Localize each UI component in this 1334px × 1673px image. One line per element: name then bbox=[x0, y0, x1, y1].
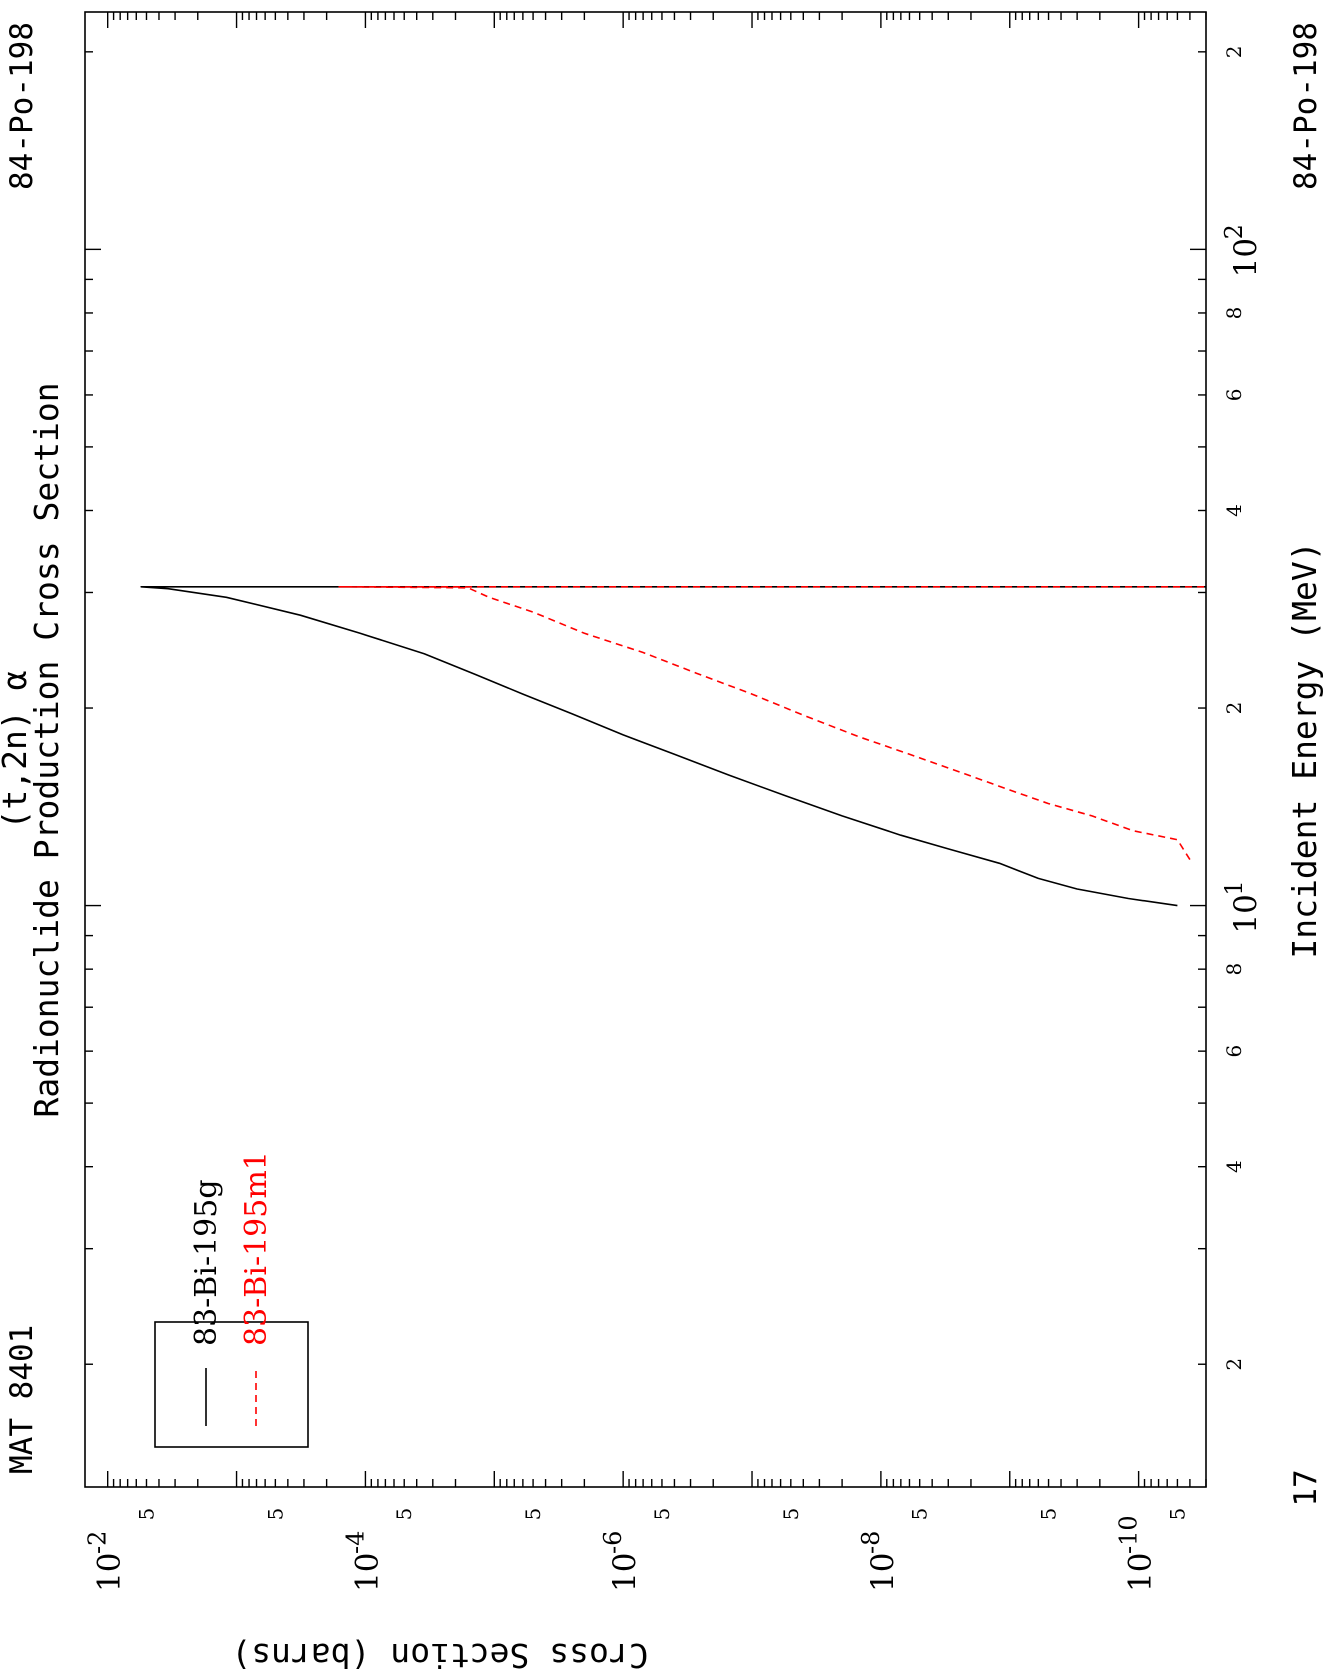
y-minor-label: 5 bbox=[134, 1508, 158, 1521]
tick-labels: 10110224682468210-210-410-610-810-105555… bbox=[84, 45, 1264, 1592]
x-axis-label: Incident Energy (MeV) bbox=[1285, 541, 1324, 958]
x-major-label-base: 10 bbox=[1228, 238, 1264, 277]
x-minor-label-group: 6 bbox=[1222, 1045, 1246, 1058]
y-minor-label-group: 5 bbox=[650, 1508, 674, 1521]
page-number: 17 bbox=[1288, 1469, 1324, 1506]
x-minor-label: 4 bbox=[1222, 504, 1246, 517]
target-bottom-group: 84-Po-198 bbox=[1288, 22, 1324, 190]
x-minor-label: 8 bbox=[1222, 307, 1246, 320]
y-minor-label: 5 bbox=[908, 1508, 932, 1521]
x-minor-label-group: 2 bbox=[1222, 1358, 1246, 1371]
y-minor-label-group: 5 bbox=[392, 1508, 416, 1521]
tick-marks bbox=[85, 12, 1207, 1487]
mat-label: MAT 8401 bbox=[4, 1325, 40, 1474]
xlabel-group: Incident Energy (MeV) bbox=[1285, 541, 1324, 958]
legend-label-group-1: 83-Bi-195m1 bbox=[239, 1151, 274, 1346]
y-major-label-base: 10 bbox=[865, 1553, 901, 1592]
series-layer bbox=[140, 585, 1206, 907]
x-minor-label: 6 bbox=[1222, 1045, 1246, 1058]
x-minor-label: 2 bbox=[1222, 45, 1246, 58]
x-major-label-base: 10 bbox=[1228, 894, 1264, 933]
legend-box bbox=[154, 1321, 309, 1448]
y-minor-label: 5 bbox=[263, 1508, 287, 1521]
x-minor-label: 8 bbox=[1222, 963, 1246, 976]
y-major-label-exp: -2 bbox=[84, 1531, 112, 1554]
series-line-0 bbox=[140, 585, 1206, 907]
x-major-label-1: 102 bbox=[1220, 224, 1264, 277]
target-label-bottom: 84-Po-198 bbox=[1288, 22, 1324, 190]
x-minor-label: 2 bbox=[1222, 702, 1246, 715]
subtitle-group: (t,2n) α bbox=[0, 671, 34, 830]
x-major-label-0: 101 bbox=[1220, 880, 1264, 933]
title-group: Radionuclide Production Cross Section bbox=[27, 382, 66, 1117]
x-minor-label-group: 6 bbox=[1222, 389, 1246, 402]
chart-subtitle: (t,2n) α bbox=[0, 671, 34, 830]
y-major-label-3: 10-8 bbox=[857, 1531, 901, 1592]
legend-label-group-0: 83-Bi-195g bbox=[189, 1179, 224, 1346]
y-major-label-1: 10-4 bbox=[341, 1531, 385, 1592]
target-label-top: 84-Po-198 bbox=[4, 22, 40, 190]
x-minor-label: 6 bbox=[1222, 389, 1246, 402]
y-major-label-exp: -6 bbox=[599, 1531, 627, 1554]
chart-title: Radionuclide Production Cross Section bbox=[27, 382, 66, 1117]
x-minor-label-group: 8 bbox=[1222, 963, 1246, 976]
y-minor-label-group: 5 bbox=[908, 1508, 932, 1521]
y-minor-label: 5 bbox=[779, 1508, 803, 1521]
y-minor-label-group: 5 bbox=[134, 1508, 158, 1521]
x-major-label-exp: 2 bbox=[1220, 224, 1248, 239]
y-minor-label: 5 bbox=[521, 1508, 545, 1521]
x-major-label-exp: 1 bbox=[1220, 880, 1248, 895]
y-minor-label-group: 5 bbox=[521, 1508, 545, 1521]
x-minor-label-group: 2 bbox=[1222, 45, 1246, 58]
target-top-group: 84-Po-198 bbox=[4, 22, 40, 190]
y-major-label-base: 10 bbox=[1123, 1553, 1159, 1592]
y-minor-label-group: 5 bbox=[779, 1508, 803, 1521]
mat-group: MAT 8401 bbox=[4, 1325, 40, 1474]
y-minor-label: 5 bbox=[650, 1508, 674, 1521]
x-minor-label-group: 4 bbox=[1222, 1160, 1246, 1173]
y-major-label-4: 10-10 bbox=[1115, 1515, 1159, 1592]
y-major-label-base: 10 bbox=[349, 1553, 385, 1592]
y-minor-label: 5 bbox=[392, 1508, 416, 1521]
x-minor-label-group: 8 bbox=[1222, 307, 1246, 320]
y-minor-label-group: 5 bbox=[1037, 1508, 1061, 1521]
y-major-label-2: 10-6 bbox=[599, 1531, 643, 1592]
legend: 83-Bi-195g 83-Bi-195m1 bbox=[154, 1151, 309, 1448]
y-minor-label: 5 bbox=[1165, 1508, 1189, 1521]
y-major-label-base: 10 bbox=[92, 1553, 128, 1592]
y-minor-label-group: 5 bbox=[1165, 1508, 1189, 1521]
y-major-label-0: 10-2 bbox=[84, 1531, 128, 1592]
y-major-label-base: 10 bbox=[607, 1553, 643, 1592]
page-number-group: 17 bbox=[1288, 1469, 1324, 1506]
y-minor-label-group: 5 bbox=[263, 1508, 287, 1521]
legend-label-1: 83-Bi-195m1 bbox=[239, 1151, 274, 1346]
x-minor-label-group: 4 bbox=[1222, 504, 1246, 517]
x-minor-label: 4 bbox=[1222, 1160, 1246, 1173]
y-major-label-exp: -8 bbox=[857, 1531, 885, 1554]
ylabel-group: Cross Section (barns) bbox=[231, 1636, 648, 1673]
y-axis-label: Cross Section (barns) bbox=[231, 1636, 648, 1673]
y-major-label-exp: -10 bbox=[1115, 1515, 1143, 1554]
legend-label-0: 83-Bi-195g bbox=[189, 1179, 224, 1346]
x-minor-label-group: 2 bbox=[1222, 702, 1246, 715]
y-minor-label: 5 bbox=[1037, 1508, 1061, 1521]
series-line-1 bbox=[338, 585, 1206, 861]
x-minor-label: 2 bbox=[1222, 1358, 1246, 1371]
y-major-label-exp: -4 bbox=[341, 1531, 369, 1554]
plot-frame bbox=[84, 11, 1207, 1488]
